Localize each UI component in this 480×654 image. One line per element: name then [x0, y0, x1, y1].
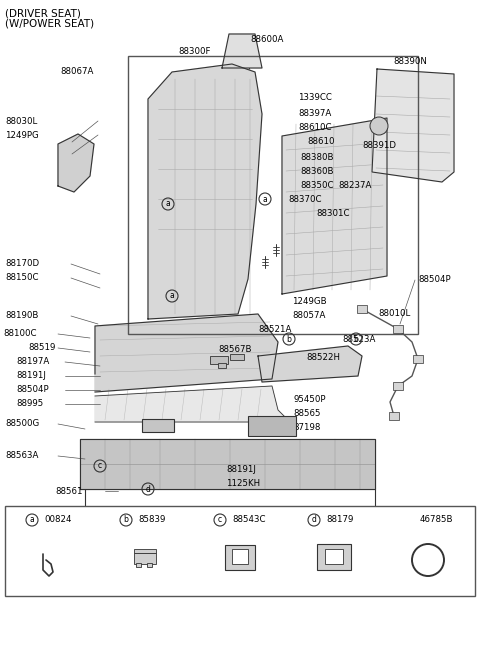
- Text: a: a: [30, 515, 35, 525]
- Text: 88995: 88995: [16, 400, 43, 409]
- Text: 88390N: 88390N: [393, 58, 427, 67]
- Text: 88561: 88561: [55, 487, 83, 496]
- Text: 88500G: 88500G: [5, 419, 39, 428]
- Text: 88150C: 88150C: [5, 273, 38, 283]
- Text: 88179: 88179: [326, 515, 353, 525]
- Text: 88519: 88519: [28, 343, 55, 353]
- Text: 88100C: 88100C: [3, 330, 36, 339]
- Polygon shape: [95, 386, 290, 422]
- Text: 88350C: 88350C: [300, 181, 334, 190]
- Text: 88380B: 88380B: [300, 152, 334, 162]
- Text: 88600A: 88600A: [250, 35, 283, 44]
- Text: 88610C: 88610C: [298, 124, 332, 133]
- Text: (W/POWER SEAT): (W/POWER SEAT): [5, 19, 94, 29]
- Text: 88522H: 88522H: [306, 354, 340, 362]
- Text: 88563A: 88563A: [5, 451, 38, 460]
- Text: 88567B: 88567B: [218, 345, 252, 354]
- Text: 1125KH: 1125KH: [226, 479, 260, 487]
- Text: 88010L: 88010L: [378, 309, 410, 318]
- Text: a: a: [263, 194, 267, 203]
- Polygon shape: [80, 439, 375, 489]
- Text: 88504P: 88504P: [16, 385, 48, 394]
- Text: 88397A: 88397A: [298, 109, 331, 118]
- Text: b: b: [287, 334, 291, 343]
- FancyBboxPatch shape: [136, 563, 141, 567]
- FancyBboxPatch shape: [393, 382, 403, 390]
- Text: d: d: [312, 515, 316, 525]
- Text: 46785B: 46785B: [420, 515, 454, 525]
- Circle shape: [370, 117, 388, 135]
- Text: b: b: [354, 334, 359, 343]
- FancyBboxPatch shape: [389, 412, 399, 420]
- Polygon shape: [222, 34, 262, 68]
- Text: 00824: 00824: [44, 515, 72, 525]
- Text: 1249GB: 1249GB: [292, 298, 326, 307]
- FancyBboxPatch shape: [248, 416, 296, 436]
- Text: 88543C: 88543C: [232, 515, 265, 525]
- Text: 88191J: 88191J: [226, 464, 256, 473]
- Text: 88170D: 88170D: [5, 260, 39, 269]
- FancyBboxPatch shape: [357, 305, 367, 313]
- Text: 88197A: 88197A: [16, 358, 49, 366]
- Text: 88370C: 88370C: [288, 194, 322, 203]
- Text: 88030L: 88030L: [5, 116, 37, 126]
- FancyBboxPatch shape: [325, 549, 343, 564]
- Text: a: a: [169, 292, 174, 300]
- Polygon shape: [148, 64, 262, 319]
- FancyBboxPatch shape: [393, 325, 403, 333]
- Text: 88391D: 88391D: [362, 141, 396, 150]
- Text: b: b: [123, 515, 129, 525]
- FancyBboxPatch shape: [142, 419, 174, 432]
- Text: 88301C: 88301C: [316, 209, 349, 218]
- FancyBboxPatch shape: [317, 544, 351, 570]
- Text: c: c: [98, 462, 102, 470]
- FancyBboxPatch shape: [134, 553, 156, 564]
- FancyBboxPatch shape: [225, 545, 255, 570]
- Text: 95450P: 95450P: [293, 394, 325, 404]
- Text: 1339CC: 1339CC: [298, 94, 332, 103]
- FancyBboxPatch shape: [218, 363, 226, 368]
- Text: 88523A: 88523A: [342, 336, 375, 345]
- Text: 88565: 88565: [293, 409, 321, 417]
- Text: 88191J: 88191J: [16, 371, 46, 381]
- FancyBboxPatch shape: [134, 549, 156, 553]
- Text: 88504P: 88504P: [418, 275, 451, 284]
- Text: 1249PG: 1249PG: [5, 131, 39, 139]
- FancyBboxPatch shape: [5, 506, 475, 596]
- Text: 88190B: 88190B: [5, 311, 38, 320]
- FancyBboxPatch shape: [210, 356, 228, 364]
- Text: 88067A: 88067A: [60, 67, 94, 77]
- Polygon shape: [258, 346, 362, 382]
- FancyBboxPatch shape: [230, 354, 244, 360]
- Text: 85839: 85839: [138, 515, 166, 525]
- Text: d: d: [145, 485, 150, 494]
- FancyBboxPatch shape: [232, 549, 248, 564]
- Text: (DRIVER SEAT): (DRIVER SEAT): [5, 8, 81, 18]
- Text: 88237A: 88237A: [338, 182, 372, 190]
- Polygon shape: [58, 134, 94, 192]
- Text: 88300F: 88300F: [178, 46, 211, 56]
- Text: 88360B: 88360B: [300, 167, 334, 175]
- Text: 88610: 88610: [307, 137, 335, 146]
- Polygon shape: [372, 69, 454, 182]
- Text: a: a: [166, 199, 170, 209]
- FancyBboxPatch shape: [147, 563, 152, 567]
- Text: 88521A: 88521A: [258, 326, 291, 334]
- Text: 88057A: 88057A: [292, 311, 325, 320]
- Polygon shape: [95, 314, 278, 392]
- FancyBboxPatch shape: [413, 355, 423, 363]
- Text: c: c: [218, 515, 222, 525]
- Text: 87198: 87198: [293, 422, 320, 432]
- Polygon shape: [282, 118, 387, 294]
